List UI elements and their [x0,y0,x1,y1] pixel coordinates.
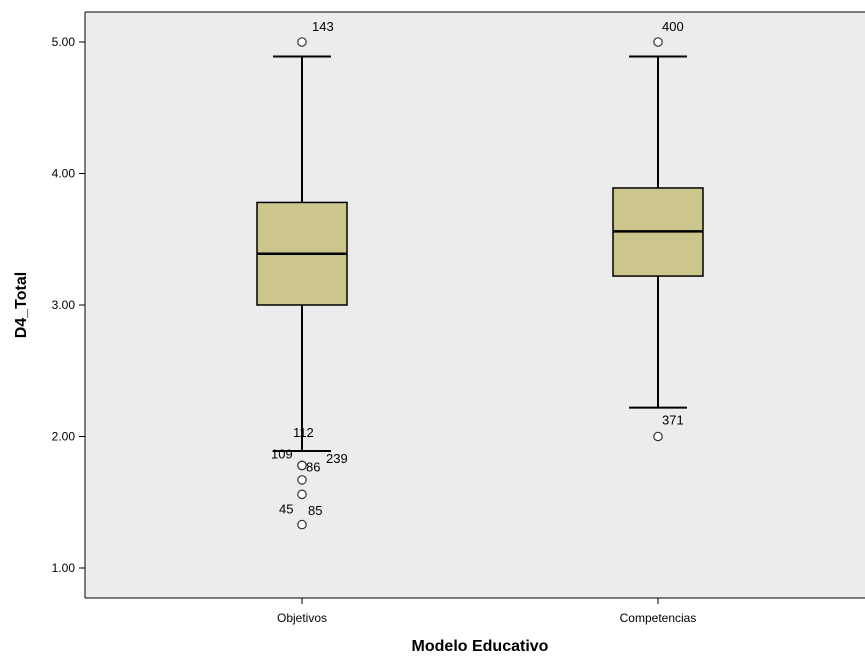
outlier-label: 85 [308,503,322,518]
y-tick-label: 2.00 [52,430,76,444]
outlier-label: 400 [662,19,684,34]
outlier-label: 86 [306,459,320,474]
outlier-point [297,460,307,471]
y-tick-label: 5.00 [52,35,76,49]
x-tick-label-objetivos: Objetivos [277,611,327,625]
outlier-label: 45 [279,502,293,517]
box-competencias: 400 371 [612,19,704,442]
y-tick-label: 1.00 [52,561,76,575]
outlier-point [653,431,663,442]
x-tick-label-competencias: Competencias [620,611,697,625]
y-tick-label: 3.00 [52,298,76,312]
plot-area [85,12,865,598]
outlier-point [297,519,307,530]
outlier-label: 239 [326,451,348,466]
outlier-label: 109 [271,446,293,461]
y-tick-label: 4.00 [52,167,76,181]
outlier-label: 143 [312,19,334,34]
x-axis-title: Modelo Educativo [412,638,549,655]
y-axis-title: D4_Total [13,272,30,338]
outlier-label: 371 [662,413,684,428]
outlier-point [297,475,307,485]
box-objetivos: 143 109 86 45 112 239 85 [256,19,348,530]
outlier-point [297,489,307,500]
outlier-point [297,37,307,47]
outlier-point [653,37,663,47]
outlier-label: 112 [293,425,314,440]
